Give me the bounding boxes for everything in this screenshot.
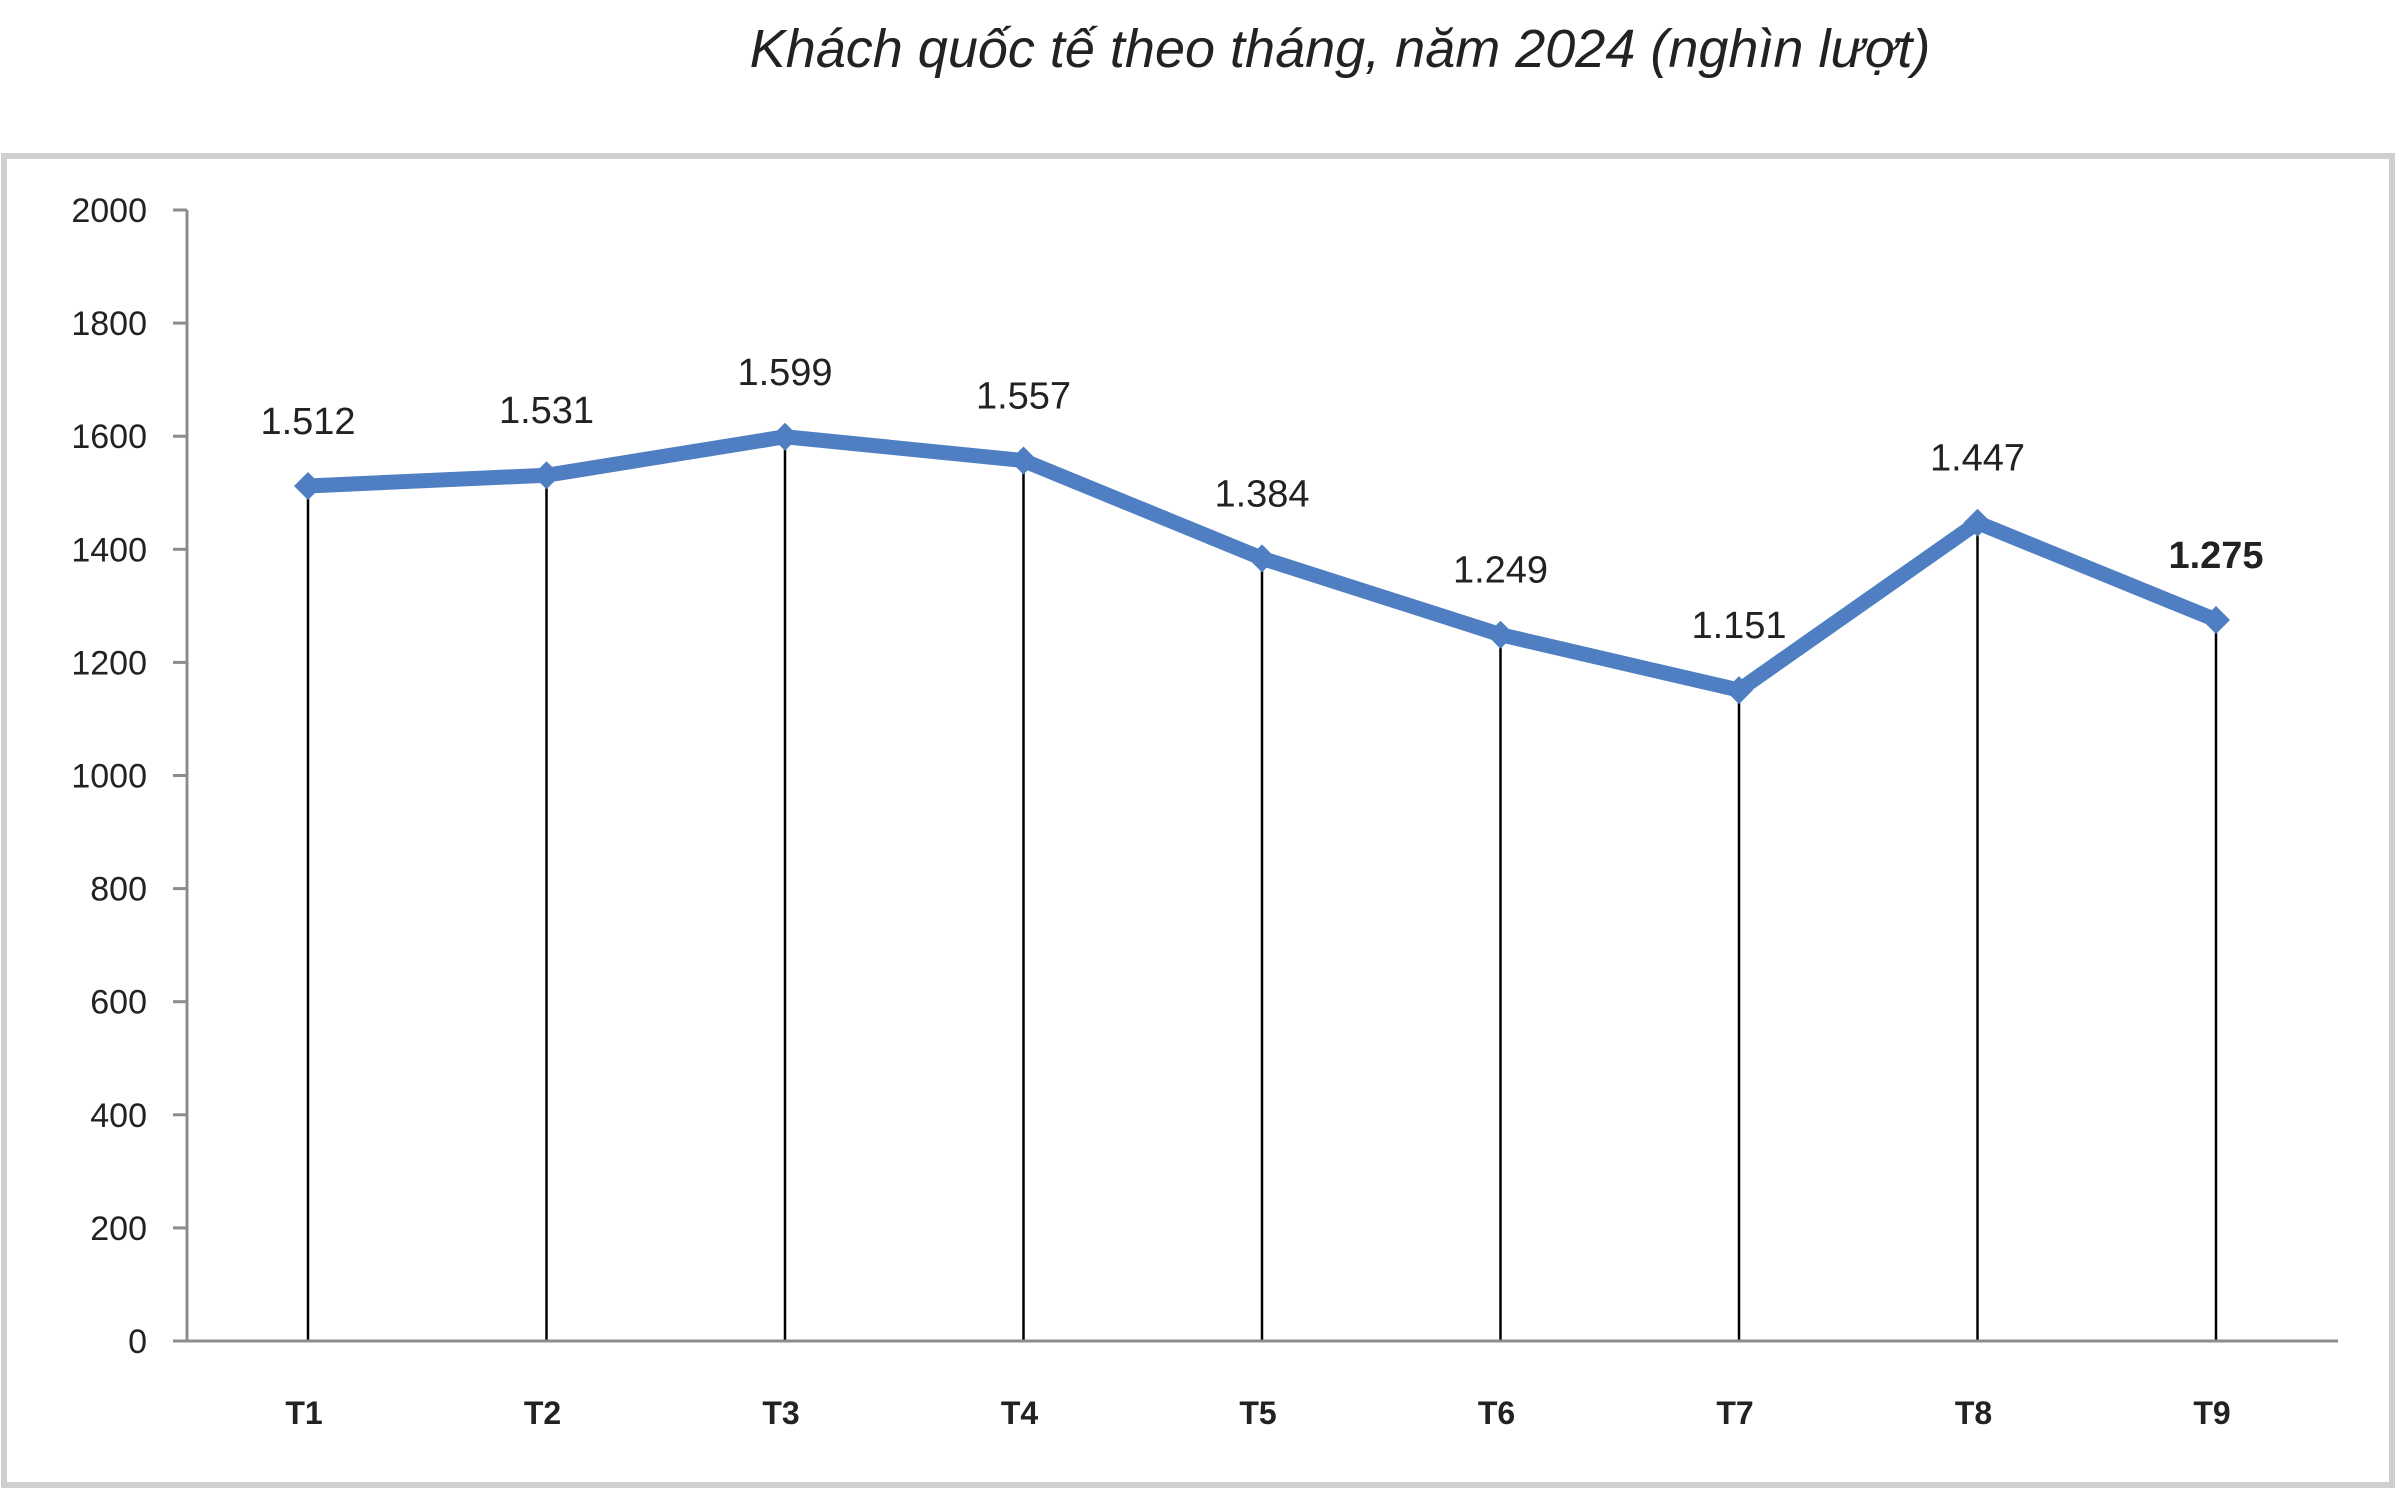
y-tick-label: 1600	[71, 418, 147, 456]
x-tick-label: T3	[762, 1395, 799, 1431]
x-tick-label: T9	[2193, 1395, 2230, 1431]
data-label: 1.599	[737, 352, 832, 394]
y-tick-label: 1200	[71, 644, 147, 682]
data-label: 1.151	[1691, 605, 1786, 647]
x-tick-label: T5	[1239, 1395, 1276, 1431]
data-point-marker	[2202, 605, 2230, 634]
data-label: 1.531	[499, 390, 594, 432]
y-tick-label: 1800	[71, 305, 147, 343]
y-tick-label: 200	[90, 1210, 147, 1248]
data-point-marker	[532, 461, 561, 490]
series-group	[294, 422, 2230, 705]
x-tick-label: T1	[285, 1395, 322, 1431]
x-tick-label: T8	[1955, 1395, 1992, 1431]
data-label: 1.557	[976, 376, 1071, 418]
x-axis-ticks: T1 T2 T3 T4 T5 T6 T7 T8 T9	[285, 1395, 2230, 1431]
data-point-marker	[1248, 544, 1276, 573]
data-label: 1.512	[260, 401, 355, 443]
data-labels: 1.512 1.531 1.599 1.557 1.384 1.249 1.151 1.447…	[260, 352, 2263, 647]
y-axis-ticks: 0 200 400 600 800 1000 1200 1400 1600 1800 2000	[71, 192, 187, 1361]
data-label: 1.384	[1214, 473, 1309, 515]
x-tick-label: T4	[1001, 1395, 1039, 1431]
y-tick-label: 800	[90, 871, 147, 909]
data-point-marker	[294, 471, 322, 500]
x-tick-label: T7	[1716, 1395, 1753, 1431]
x-tick-label: T6	[1478, 1395, 1515, 1431]
data-point-marker	[771, 422, 799, 451]
data-label: 1.275	[2168, 535, 2263, 577]
y-tick-label: 1400	[71, 531, 147, 569]
data-point-marker	[1963, 508, 1992, 537]
data-point-marker	[1725, 676, 1753, 705]
data-label: 1.447	[1930, 438, 2025, 480]
y-tick-label: 1000	[71, 758, 147, 796]
y-tick-label: 600	[90, 984, 147, 1022]
y-tick-label: 0	[128, 1323, 147, 1361]
drop-lines	[306, 436, 2218, 1341]
data-point-marker	[1486, 620, 1515, 649]
chart-frame	[1, 153, 2395, 1488]
y-tick-label: 400	[90, 1097, 147, 1135]
chart-title: Khách quốc tế theo tháng, năm 2024 (nghì…	[749, 19, 1931, 79]
x-tick-label: T2	[524, 1395, 561, 1431]
data-label: 1.249	[1453, 550, 1548, 592]
y-tick-label: 2000	[71, 192, 147, 230]
data-point-marker	[1009, 446, 1038, 475]
